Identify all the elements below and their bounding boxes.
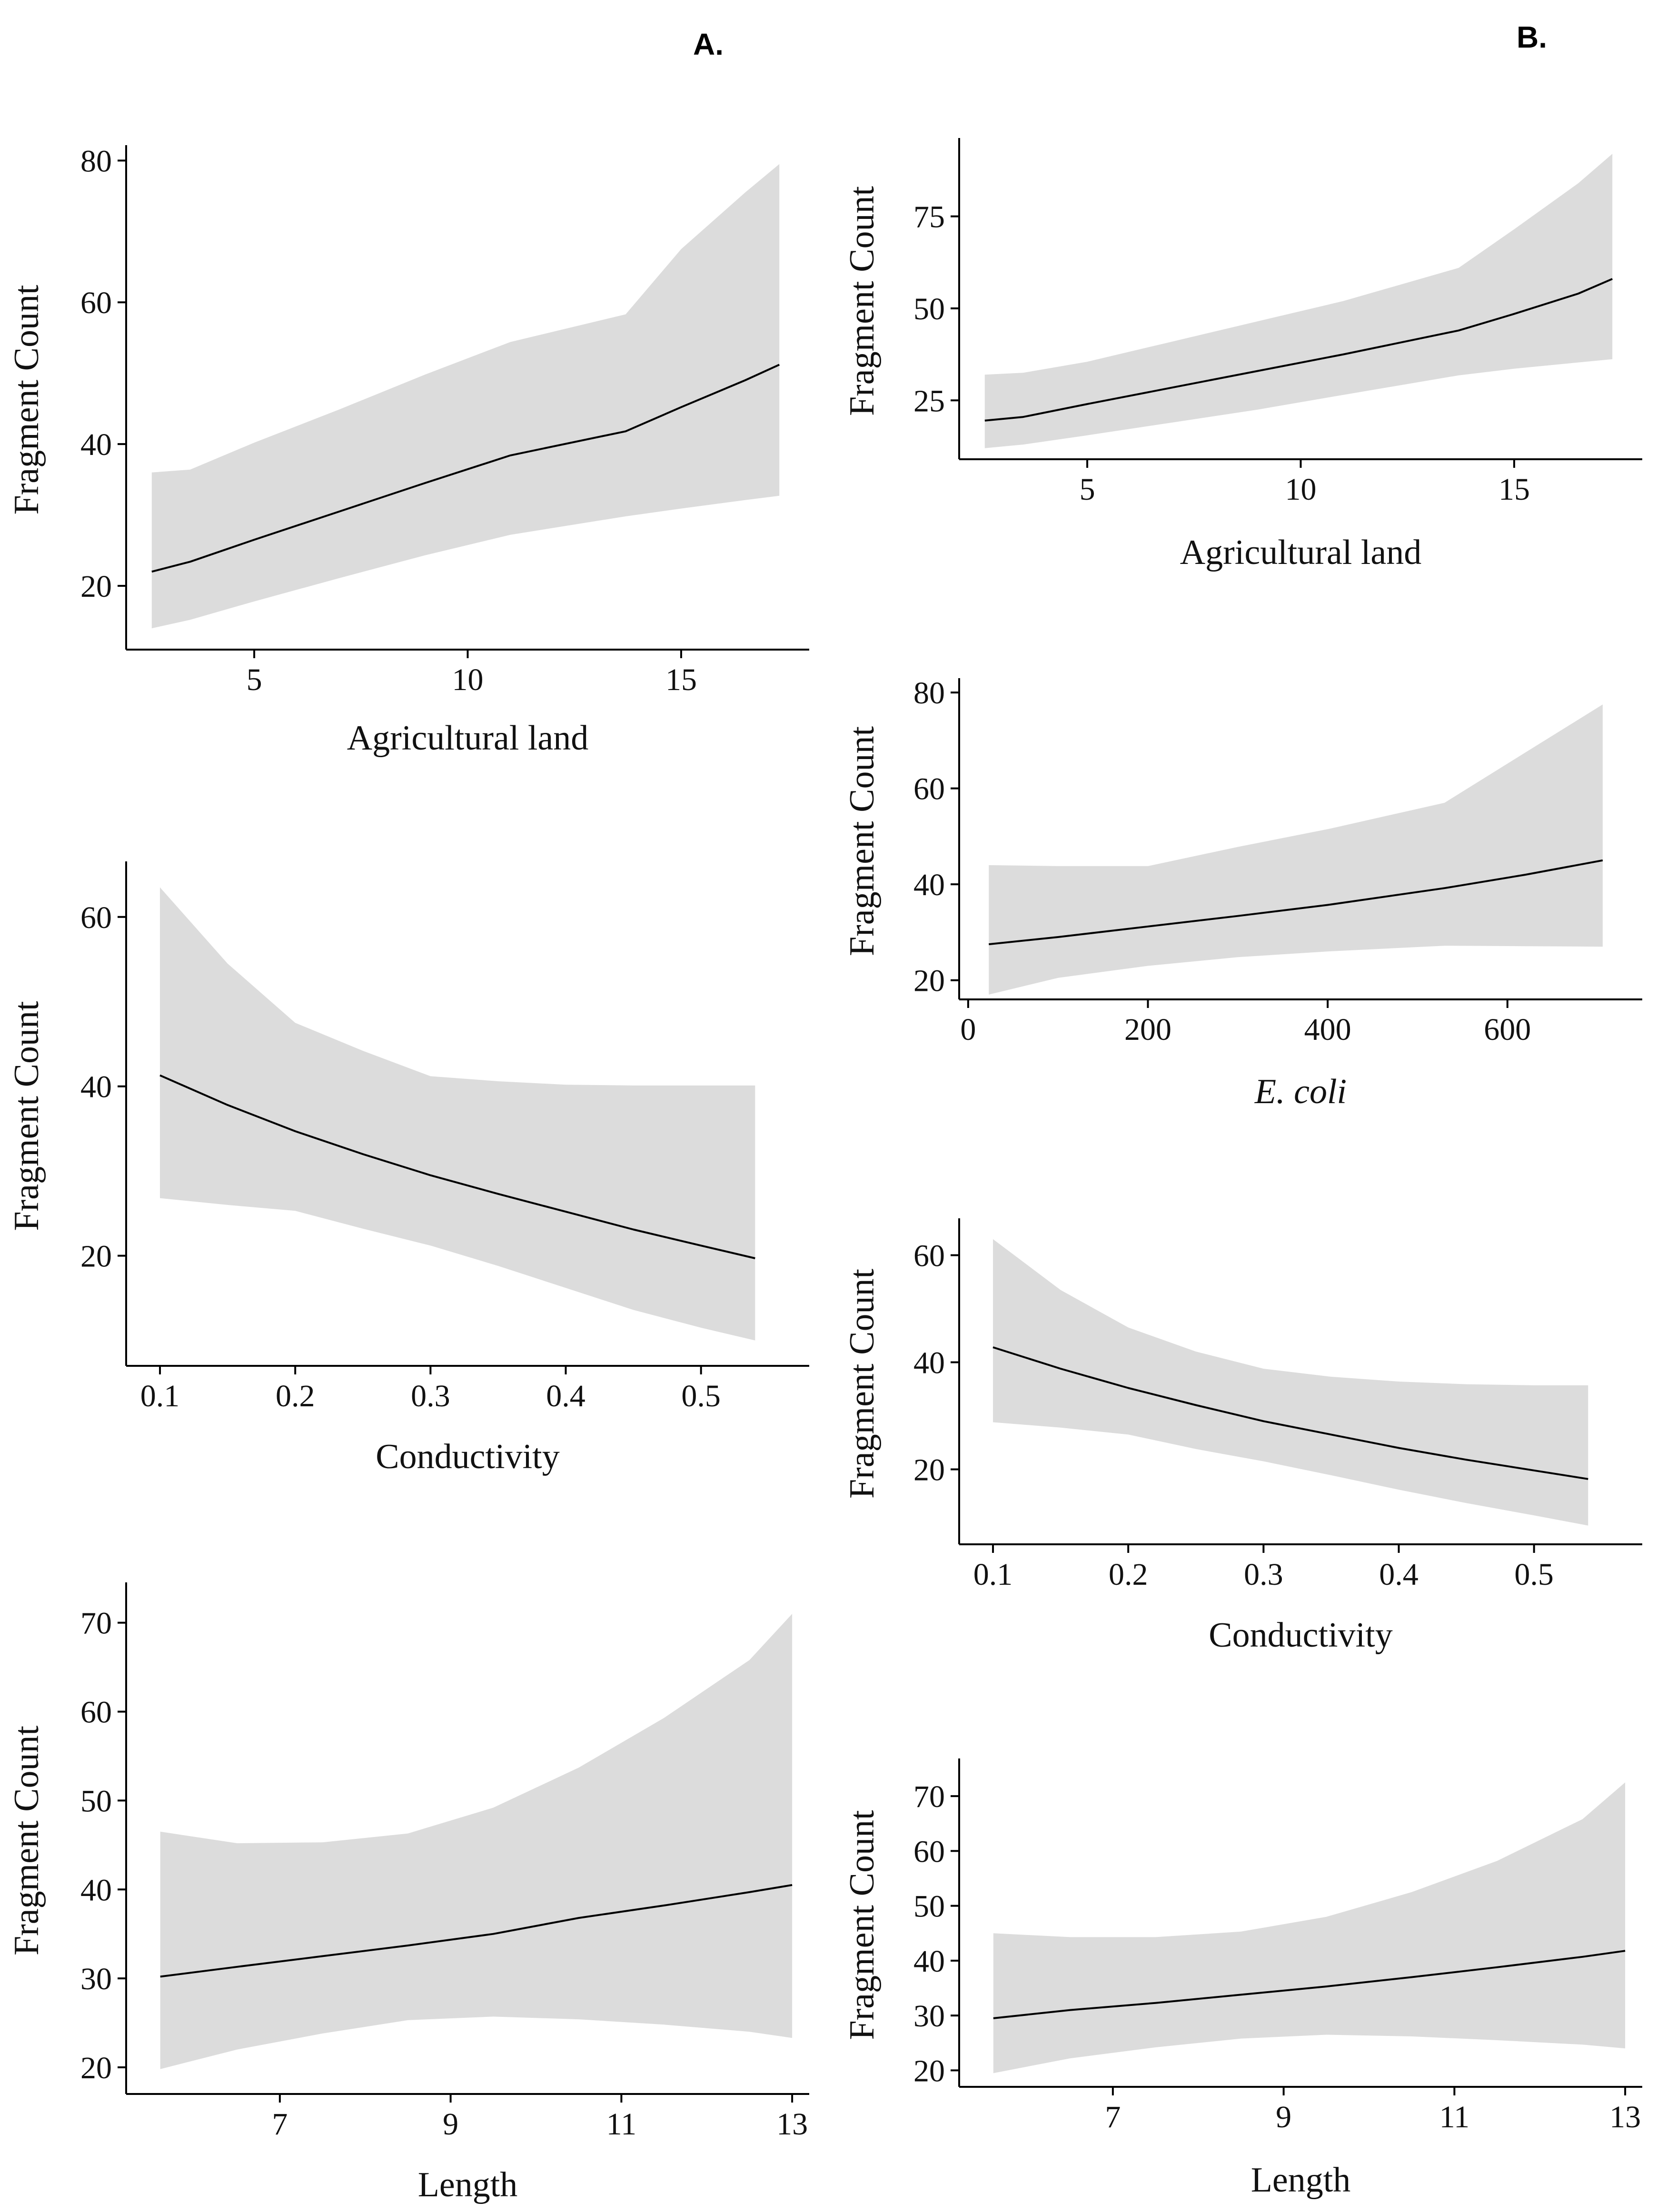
- y-axis-title-a3: Fragment Count: [7, 1726, 46, 1955]
- x-tick-label-a3: 9: [443, 2107, 458, 2142]
- fit-line-a1: [151, 364, 780, 573]
- y-tick-label-b2: 60: [913, 772, 945, 807]
- y-tick-label-b4: 70: [913, 1779, 945, 1814]
- y-tick-label-a3: 70: [80, 1606, 112, 1641]
- x-tick-label-a2: 0.2: [276, 1379, 315, 1413]
- y-axis-title-b2: Fragment Count: [843, 726, 882, 956]
- x-tick-label-b1: 15: [1498, 472, 1530, 507]
- plot-a3: 7 9 11 13 20 30 40 50 60 70 Length Fragment Count: [7, 1582, 809, 2204]
- x-tick-label-b3: 0.3: [1244, 1557, 1283, 1592]
- x-tick-label-a3: 13: [776, 2107, 808, 2142]
- y-tick-label-b3: 60: [913, 1239, 945, 1274]
- y-tick-label-b1: 50: [913, 292, 945, 326]
- x-tick-label-b2: 200: [1124, 1012, 1171, 1047]
- confidence-band-a3: [160, 1614, 793, 2069]
- x-tick-label-b4: 13: [1609, 2100, 1641, 2134]
- x-tick-label-a3: 7: [272, 2107, 288, 2142]
- x-tick-label-a2: 0.4: [546, 1379, 585, 1413]
- y-tick-label-a3: 40: [80, 1873, 112, 1907]
- confidence-band-a2: [160, 887, 755, 1341]
- x-tick-label-b1: 5: [1080, 472, 1095, 507]
- x-tick-label-b4: 11: [1439, 2100, 1470, 2134]
- y-tick-label-b1: 75: [913, 200, 945, 235]
- x-tick-label-a2: 0.1: [140, 1379, 180, 1413]
- y-tick-label-b1: 25: [913, 384, 945, 418]
- y-tick-label-a2: 20: [80, 1239, 112, 1274]
- x-tick-label-a3: 11: [606, 2107, 637, 2142]
- x-tick-label-b3: 0.5: [1514, 1557, 1554, 1592]
- y-axis-title-a2: Fragment Count: [7, 1001, 46, 1231]
- confidence-band-b2: [989, 704, 1603, 995]
- y-axis-title-b3: Fragment Count: [843, 1269, 882, 1499]
- y-tick-label-a1: 80: [80, 144, 112, 178]
- x-axis-title-a1: Agricultural land: [347, 719, 589, 758]
- fit-line-b3: [992, 1346, 1588, 1480]
- x-axis-title-b4: Length: [1251, 2161, 1351, 2200]
- y-axis-title-a1: Fragment Count: [7, 285, 46, 514]
- x-tick-label-b2: 0: [960, 1012, 976, 1047]
- y-tick-label-b3: 40: [913, 1346, 945, 1381]
- fit-line-a3: [160, 1884, 793, 1978]
- x-tick-label-b3: 0.1: [973, 1557, 1013, 1592]
- x-tick-label-a1: 5: [247, 662, 262, 697]
- x-tick-label-a2: 0.3: [411, 1379, 450, 1413]
- y-tick-label-a3: 20: [80, 2051, 112, 2085]
- x-tick-label-b4: 7: [1105, 2100, 1121, 2134]
- plots: 5 10 15 20 40 60 80 Agricultural land Fragment C…: [7, 138, 1642, 2204]
- y-tick-label-a1: 20: [80, 569, 112, 604]
- y-axis-title-b4: Fragment Count: [843, 1810, 882, 2040]
- plot-a1: 5 10 15 20 40 60 80 Agricultural land Fragment C…: [7, 144, 809, 758]
- plot-b4: 7 9 11 13 20 30 40 50 60 70 Length Fragment Count: [843, 1758, 1642, 2200]
- y-tick-label-a3: 30: [80, 1962, 112, 1996]
- fit-line-a2: [159, 1074, 755, 1259]
- x-tick-label-b3: 0.4: [1379, 1557, 1419, 1592]
- plot-a2: 0.1 0.2 0.3 0.4 0.5 20 40 60 Conductivity Fragmen…: [7, 861, 809, 1476]
- confidence-band-a1: [151, 164, 780, 629]
- confidence-band-b1: [984, 154, 1613, 448]
- plot-b1: 5 10 15 25 50 75 Agricultural land Fragment Cou…: [843, 138, 1642, 572]
- y-tick-label-b2: 20: [913, 964, 945, 998]
- y-axis-title-b1: Fragment Count: [843, 186, 882, 416]
- y-tick-label-b4: 30: [913, 1999, 945, 2034]
- y-tick-label-a3: 60: [80, 1695, 112, 1730]
- y-tick-label-a2: 40: [80, 1070, 112, 1105]
- x-tick-label-a1: 10: [452, 662, 484, 697]
- confidence-band-b4: [993, 1782, 1626, 2074]
- y-tick-label-a1: 40: [80, 427, 112, 462]
- y-tick-label-a3: 50: [80, 1784, 112, 1818]
- x-tick-label-a1: 15: [665, 662, 697, 697]
- x-tick-label-b3: 0.2: [1109, 1557, 1148, 1592]
- x-tick-label-a2: 0.5: [681, 1379, 721, 1413]
- x-axis-title-b1: Agricultural land: [1180, 533, 1422, 572]
- x-axis-title-a2: Conductivity: [376, 1437, 559, 1476]
- x-tick-label-b4: 9: [1276, 2100, 1291, 2134]
- y-tick-label-b3: 20: [913, 1453, 945, 1488]
- confidence-band-b3: [993, 1239, 1588, 1526]
- y-tick-label-b4: 40: [913, 1944, 945, 1979]
- x-axis-title-b3: Conductivity: [1209, 1616, 1392, 1655]
- plot-b3: 0.1 0.2 0.3 0.4 0.5 20 40 60 Conductivity Fragmen…: [843, 1218, 1642, 1655]
- y-tick-label-a1: 60: [80, 286, 112, 320]
- x-tick-label-b2: 400: [1304, 1012, 1351, 1047]
- y-tick-label-b4: 20: [913, 2054, 945, 2088]
- y-tick-label-a2: 60: [80, 900, 112, 935]
- y-tick-label-b2: 80: [913, 676, 945, 711]
- x-axis-title-b2: E. coli: [1254, 1072, 1347, 1111]
- fit-line-b2: [989, 859, 1603, 946]
- y-tick-label-b4: 50: [913, 1889, 945, 1924]
- x-tick-label-b2: 600: [1484, 1012, 1531, 1047]
- fit-line-b4: [993, 1950, 1626, 2019]
- plot-b2: 0 200 400 600 20 40 60 80 E. coli Fragment Count: [843, 676, 1642, 1111]
- y-tick-label-b4: 60: [913, 1834, 945, 1869]
- panel-label-a: A.: [693, 27, 724, 61]
- panel-label-b: B.: [1517, 20, 1547, 54]
- x-axis-title-a3: Length: [418, 2165, 518, 2204]
- y-tick-label-b2: 40: [913, 868, 945, 902]
- x-tick-label-b1: 10: [1285, 472, 1317, 507]
- fit-line-b1: [984, 278, 1613, 422]
